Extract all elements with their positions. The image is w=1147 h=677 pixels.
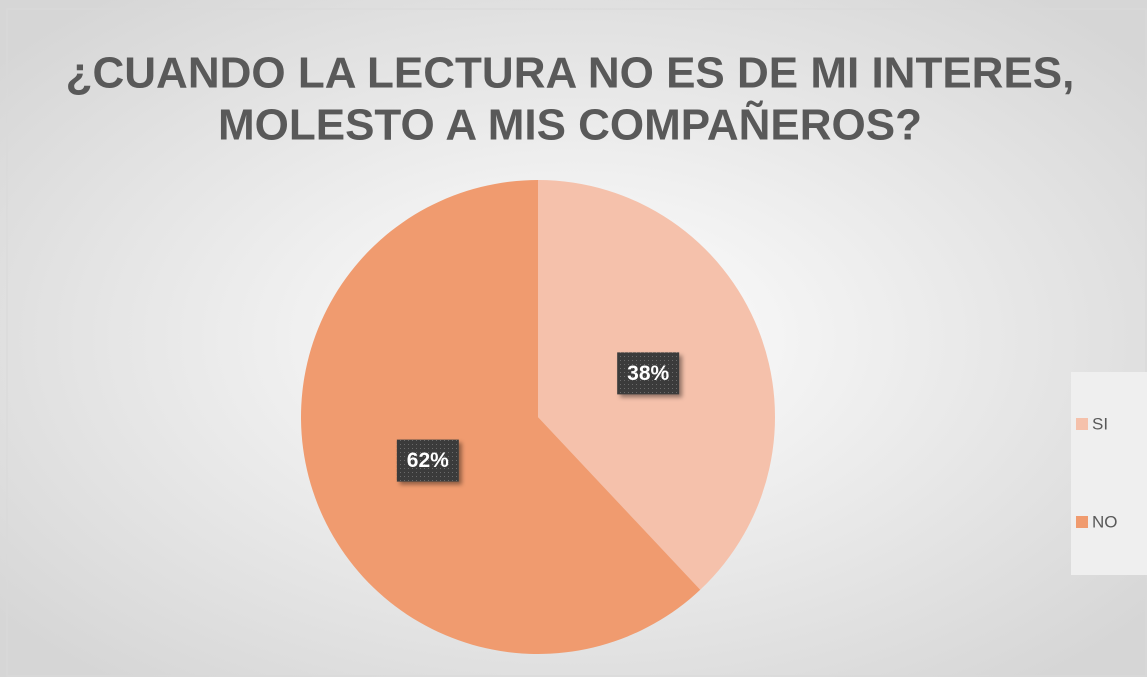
- chart-title: MOLESTO A MIS COMPAÑEROS?: [218, 100, 922, 150]
- data-label: 38%: [627, 362, 669, 385]
- legend: [1071, 372, 1147, 575]
- data-label: 62%: [407, 449, 449, 472]
- pie-slice: [300, 180, 701, 654]
- legend-swatch: [1076, 516, 1088, 528]
- data-label-box: [617, 352, 680, 395]
- data-label-box: [396, 439, 459, 482]
- chart-border: [6, 8, 1147, 677]
- legend-label: NO: [1092, 512, 1118, 531]
- legend-label: SI: [1092, 414, 1108, 433]
- chart-title: ¿CUANDO LA LECTURA NO ES DE MI INTERES,: [66, 49, 1075, 98]
- legend-swatch: [1076, 418, 1088, 430]
